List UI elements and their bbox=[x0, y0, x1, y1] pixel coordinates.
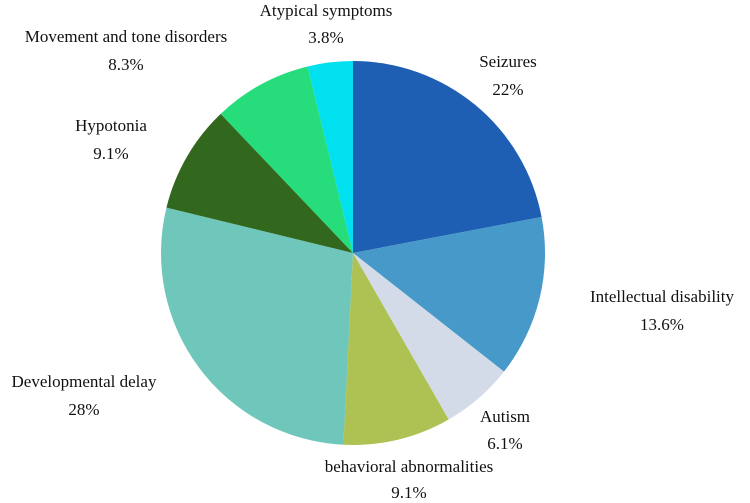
slice-intellectual-disability bbox=[353, 217, 546, 372]
slice-value-seizures: 22% bbox=[492, 80, 523, 99]
slice-label-seizures: Seizures bbox=[479, 52, 537, 71]
slice-value-atypical-symptoms: 3.8% bbox=[308, 28, 343, 47]
slice-value-autism: 6.1% bbox=[487, 434, 522, 453]
slice-label-hypotonia: Hypotonia bbox=[75, 116, 147, 135]
slice-value-behavioral-abnormalities: 9.1% bbox=[391, 483, 426, 502]
slice-label-developmental-delay: Developmental delay bbox=[12, 372, 157, 391]
slice-seizures bbox=[353, 61, 542, 253]
slice-value-hypotonia: 9.1% bbox=[93, 144, 128, 163]
slice-label-intellectual-disability: Intellectual disability bbox=[590, 287, 734, 306]
slice-value-intellectual-disability: 13.6% bbox=[640, 315, 684, 334]
slice-movement-and-tone-disorders bbox=[220, 66, 353, 253]
slice-label-movement-and-tone-disorders: Movement and tone disorders bbox=[25, 27, 228, 46]
slice-labels: Seizures 22% Intellectual disability 13.… bbox=[12, 1, 735, 502]
slice-label-autism: Autism bbox=[480, 407, 530, 426]
slice-value-movement-and-tone-disorders: 8.3% bbox=[108, 55, 143, 74]
slice-hypotonia bbox=[166, 113, 353, 254]
slice-behavioral-abnormalities bbox=[343, 253, 449, 446]
slice-atypical-symptoms bbox=[307, 61, 353, 253]
slice-developmental-delay bbox=[161, 207, 353, 445]
pie-slices bbox=[161, 61, 546, 446]
slice-label-behavioral-abnormalities: behavioral abnormalities bbox=[325, 457, 494, 476]
slice-value-developmental-delay: 28% bbox=[68, 400, 99, 419]
slice-label-atypical-symptoms: Atypical symptoms bbox=[260, 1, 393, 20]
slice-autism bbox=[353, 253, 504, 420]
